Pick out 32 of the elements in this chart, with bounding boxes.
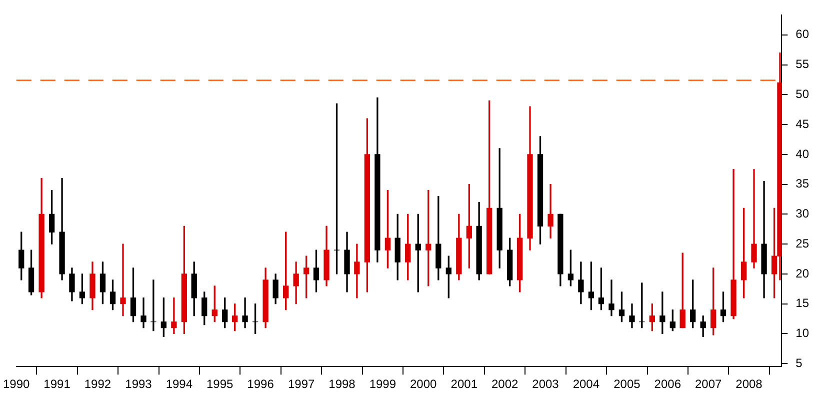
x-tick-label: 2007: [694, 377, 722, 392]
x-tick-label: 1991: [44, 377, 71, 392]
y-tick-label: 50: [796, 86, 810, 101]
x-tick-label: 2008: [736, 377, 763, 392]
y-tick-label: 15: [796, 296, 810, 310]
y-tick-label: 55: [796, 57, 810, 72]
x-tick-label: 1997: [288, 377, 315, 392]
x-tick-label: 1998: [328, 377, 356, 392]
y-tick-label: 25: [796, 236, 810, 250]
x-tick-label: 1994: [166, 377, 193, 392]
x-tick-label: 2001: [450, 377, 478, 392]
y-tick-label: 5: [796, 356, 803, 370]
x-tick-label: 2002: [491, 377, 518, 392]
x-tick-label: 2005: [614, 377, 641, 392]
candlestick: [334, 103, 340, 274]
y-tick-label: 35: [796, 176, 810, 191]
y-tick-label: 40: [796, 146, 810, 161]
y-tick-label: 45: [796, 116, 810, 131]
x-tick-label: 2000: [410, 377, 438, 392]
x-tick-label: 1999: [369, 377, 396, 392]
x-tick-label: 2006: [654, 377, 682, 392]
y-tick-label: 10: [796, 326, 810, 340]
y-tick-label: 20: [796, 266, 810, 280]
x-tick-label: 1990: [2, 377, 30, 392]
x-tick-label: 1996: [247, 377, 274, 392]
x-tick-label: 1995: [206, 377, 234, 392]
x-tick-label: 2003: [532, 377, 560, 392]
y-tick-label: 30: [796, 206, 810, 221]
y-tick-label: 60: [796, 27, 810, 42]
x-tick-label: 2004: [572, 377, 600, 392]
x-tick-label: 1992: [84, 377, 112, 392]
x-tick-label: 1993: [125, 377, 152, 392]
